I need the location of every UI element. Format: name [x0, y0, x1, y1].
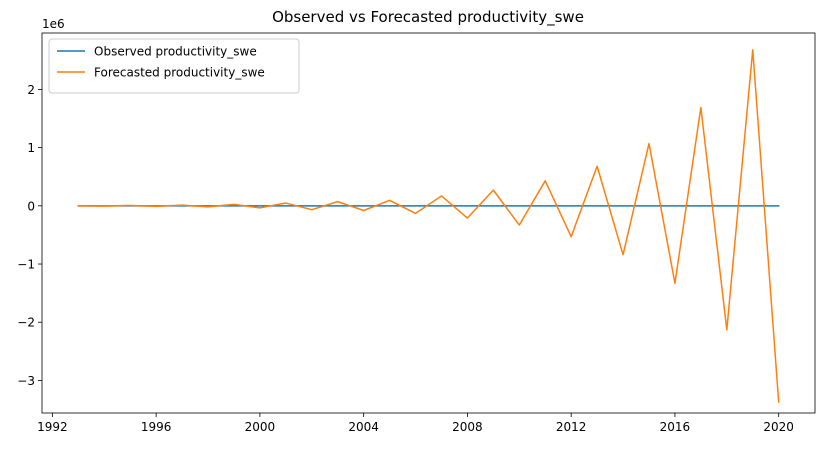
y-tick-label: 1	[27, 141, 35, 155]
x-tick-label: 2012	[556, 420, 587, 434]
x-tick-label: 2004	[348, 420, 379, 434]
legend-label-1: Forecasted productivity_swe	[94, 66, 265, 80]
chart-title: Observed vs Forecasted productivity_swe	[272, 8, 584, 27]
y-tick-label: −3	[17, 374, 35, 388]
x-tick-label: 1992	[37, 420, 68, 434]
x-tick-label: 2020	[763, 420, 794, 434]
y-tick-label: 0	[27, 199, 35, 213]
y-offset-label: 1e6	[42, 17, 65, 31]
plot-area: 1992 1996 2000 2004 2008 2012 2016 2020 −3 −2 −1 0 1…	[17, 32, 816, 434]
x-tick-label: 2000	[245, 420, 276, 434]
axes-frame	[41, 32, 816, 414]
legend: Observed productivity_swe Forecasted prod…	[48, 38, 300, 94]
x-tick-label: 2008	[452, 420, 483, 434]
legend-label-0: Observed productivity_swe	[94, 45, 257, 59]
x-tick-label: 2016	[660, 420, 691, 434]
y-tick-label: −1	[17, 258, 35, 272]
y-tick-label: −2	[17, 316, 35, 330]
series-line-1	[77, 49, 780, 403]
y-tick-label: 2	[27, 83, 35, 97]
x-tick-label: 1996	[141, 420, 172, 434]
legend-box	[48, 38, 300, 94]
